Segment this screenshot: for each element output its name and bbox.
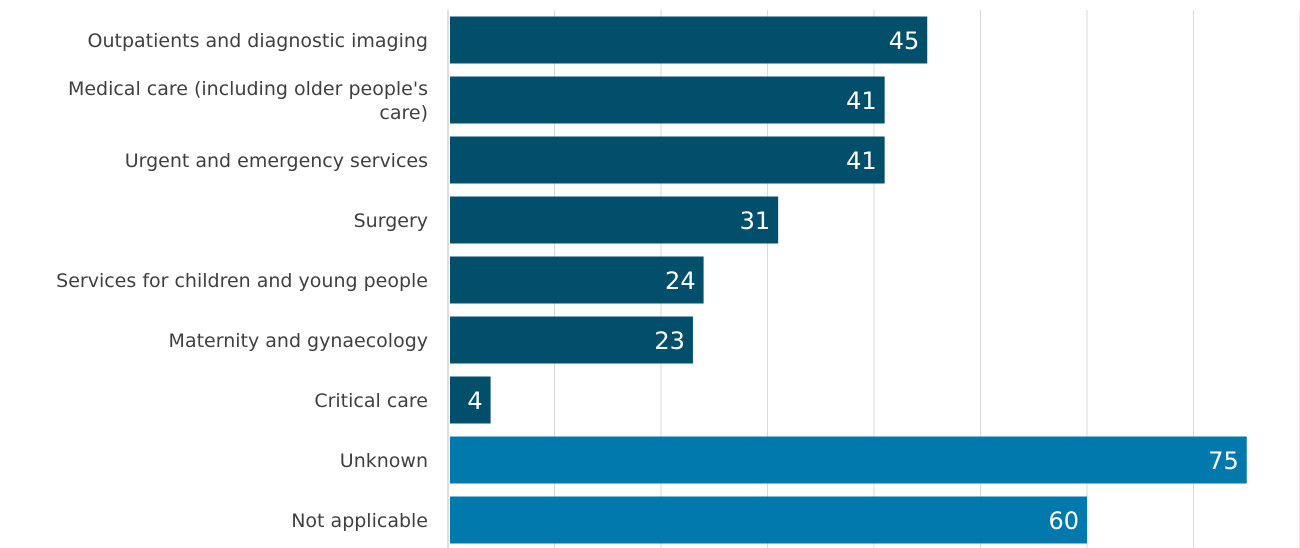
data-label: 45	[889, 27, 920, 55]
data-label: 23	[654, 327, 685, 355]
bars: 45 41 41 31 24 23 4 75 60	[450, 16, 1247, 544]
category-label: Services for children and young people	[56, 270, 428, 292]
bar	[450, 196, 779, 244]
data-label: 41	[846, 87, 877, 115]
category-label: Medical care (including older people's	[68, 78, 428, 100]
bar	[450, 376, 491, 424]
bar	[450, 316, 693, 364]
category-labels: Outpatients and diagnostic imaging Medica…	[56, 30, 428, 532]
data-label: 31	[740, 207, 771, 235]
data-label: 24	[665, 267, 696, 295]
data-label: 60	[1048, 507, 1079, 535]
bar	[450, 136, 885, 184]
category-label: care)	[379, 102, 428, 124]
bar	[450, 496, 1087, 544]
bar	[450, 76, 885, 124]
category-label: Unknown	[340, 450, 428, 472]
data-label: 41	[846, 147, 877, 175]
data-label: 75	[1208, 447, 1239, 475]
bar	[450, 16, 928, 64]
category-label: Outpatients and diagnostic imaging	[88, 30, 428, 52]
bar	[450, 436, 1247, 484]
data-label: 4	[467, 387, 482, 415]
category-label: Urgent and emergency services	[125, 150, 428, 172]
category-label: Critical care	[314, 390, 428, 412]
category-label: Not applicable	[291, 510, 428, 532]
bar	[450, 256, 704, 304]
category-label: Maternity and gynaecology	[169, 330, 428, 352]
category-label: Surgery	[354, 210, 428, 232]
